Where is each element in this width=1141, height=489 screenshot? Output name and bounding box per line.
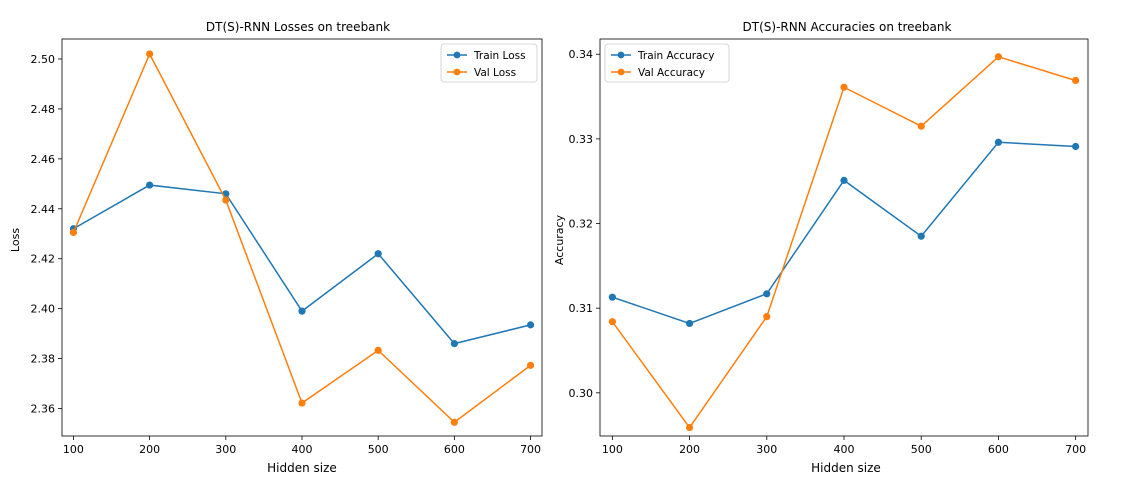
accuracy-chart-ylabel: Accuracy bbox=[553, 214, 566, 265]
accuracy-y-tick-label: 0.34 bbox=[569, 48, 594, 61]
accuracy-y-tick-label: 0.33 bbox=[569, 133, 594, 146]
loss-series-train-loss-point bbox=[146, 181, 154, 189]
loss-x-tick-label: 600 bbox=[444, 443, 465, 456]
loss-y-tick-label: 2.46 bbox=[31, 153, 56, 166]
accuracy-series-val-accuracy-point bbox=[917, 122, 925, 130]
accuracy-plot-frame bbox=[599, 38, 1089, 437]
accuracy-series-val-accuracy-line bbox=[611, 55, 1076, 429]
loss-series-val-loss-point bbox=[222, 196, 230, 204]
loss-series-val-loss-point bbox=[146, 50, 154, 58]
loss-chart-ylabel: Loss bbox=[9, 228, 22, 252]
accuracy-series-val-accuracy-point bbox=[608, 318, 616, 326]
loss-y-tick-label: 2.42 bbox=[31, 253, 56, 266]
loss-x-tick-label: 500 bbox=[368, 443, 389, 456]
loss-y-tick-label: 2.48 bbox=[31, 103, 56, 116]
accuracy-y-tick-label: 0.32 bbox=[569, 218, 594, 231]
loss-series-train-loss-point bbox=[526, 321, 535, 329]
accuracy-x-tick-label: 500 bbox=[911, 443, 932, 456]
accuracy-legend-train-accuracy-label: Train Accuracy bbox=[637, 50, 714, 62]
loss-x-tick-label: 400 bbox=[292, 443, 313, 456]
loss-y-tick-label: 2.38 bbox=[31, 353, 56, 366]
accuracy-series-train-accuracy-point bbox=[1072, 142, 1080, 151]
accuracy-legend bbox=[604, 43, 730, 83]
accuracy-x-tick-label: 700 bbox=[1065, 443, 1086, 456]
loss-y-tick-label: 2.50 bbox=[31, 53, 56, 66]
accuracy-y-tick-label: 0.31 bbox=[569, 302, 594, 315]
loss-plot-frame bbox=[61, 38, 543, 437]
loss-series-train-loss-line bbox=[73, 184, 531, 345]
loss-chart-xlabel: Hidden size bbox=[267, 461, 337, 475]
accuracy-chart-xlabel: Hidden size bbox=[811, 461, 881, 475]
accuracy-series-val-accuracy-point bbox=[1072, 76, 1080, 85]
accuracy-series-train-accuracy-point bbox=[763, 290, 771, 298]
accuracy-series-train-accuracy-point bbox=[685, 319, 694, 328]
loss-series-val-loss-point bbox=[298, 399, 306, 407]
accuracy-legend-val-accuracy-label: Val Accuracy bbox=[638, 67, 705, 79]
loss-x-tick-label: 700 bbox=[520, 443, 541, 456]
accuracy-series-val-accuracy-point bbox=[685, 423, 694, 432]
accuracy-series-train-accuracy-line bbox=[612, 141, 1076, 325]
accuracy-x-tick-label: 300 bbox=[756, 443, 777, 456]
loss-series-val-loss-point bbox=[450, 418, 458, 426]
accuracy-series-train-accuracy-point bbox=[608, 293, 616, 301]
accuracy-x-tick-label: 100 bbox=[602, 443, 623, 456]
accuracy-series-train-accuracy-point bbox=[917, 232, 925, 240]
loss-series-val-loss-point bbox=[526, 361, 535, 369]
loss-y-tick-label: 2.36 bbox=[31, 403, 56, 416]
loss-x-tick-label: 100 bbox=[63, 443, 84, 456]
loss-x-tick-label: 200 bbox=[139, 443, 160, 456]
loss-legend-val-loss-marker bbox=[453, 68, 461, 76]
accuracy-legend-val-accuracy-marker bbox=[617, 68, 625, 76]
loss-y-tick-label: 2.44 bbox=[31, 203, 56, 216]
loss-chart: DT(S)-RNN Losses on treebank Hidden size… bbox=[9, 20, 543, 475]
accuracy-series-train-accuracy-point bbox=[840, 176, 848, 184]
loss-series-train-loss-point bbox=[450, 340, 458, 348]
loss-legend-val-loss-label: Val Loss bbox=[474, 67, 516, 79]
accuracy-x-tick-label: 400 bbox=[834, 443, 855, 456]
accuracy-series-val-accuracy-point bbox=[994, 53, 1003, 61]
accuracy-chart-title: DT(S)-RNN Accuracies on treebank bbox=[743, 20, 952, 34]
accuracy-series-train-accuracy-point bbox=[994, 138, 1003, 146]
loss-series-val-loss-point bbox=[374, 346, 382, 354]
accuracy-x-tick-label: 200 bbox=[679, 443, 700, 456]
loss-series-val-loss-point bbox=[69, 228, 78, 237]
accuracy-series-val-accuracy-point bbox=[840, 83, 848, 91]
accuracy-legend-train-accuracy-marker bbox=[617, 51, 625, 59]
loss-series-train-loss-point bbox=[298, 307, 306, 315]
loss-chart-title: DT(S)-RNN Losses on treebank bbox=[206, 20, 390, 34]
loss-legend-train-loss-marker bbox=[453, 51, 461, 59]
loss-series-train-loss-point bbox=[374, 250, 382, 258]
accuracy-y-tick-label: 0.30 bbox=[569, 387, 594, 400]
loss-legend-train-loss-label: Train Loss bbox=[473, 50, 526, 62]
loss-series-val-loss-line bbox=[72, 52, 532, 424]
accuracy-chart: DT(S)-RNN Accuracies on treebank Hidden … bbox=[553, 20, 1089, 475]
accuracy-series-val-accuracy-point bbox=[763, 313, 771, 321]
accuracy-x-tick-label: 600 bbox=[988, 443, 1009, 456]
loss-x-tick-label: 300 bbox=[215, 443, 236, 456]
loss-y-tick-label: 2.40 bbox=[31, 303, 56, 316]
